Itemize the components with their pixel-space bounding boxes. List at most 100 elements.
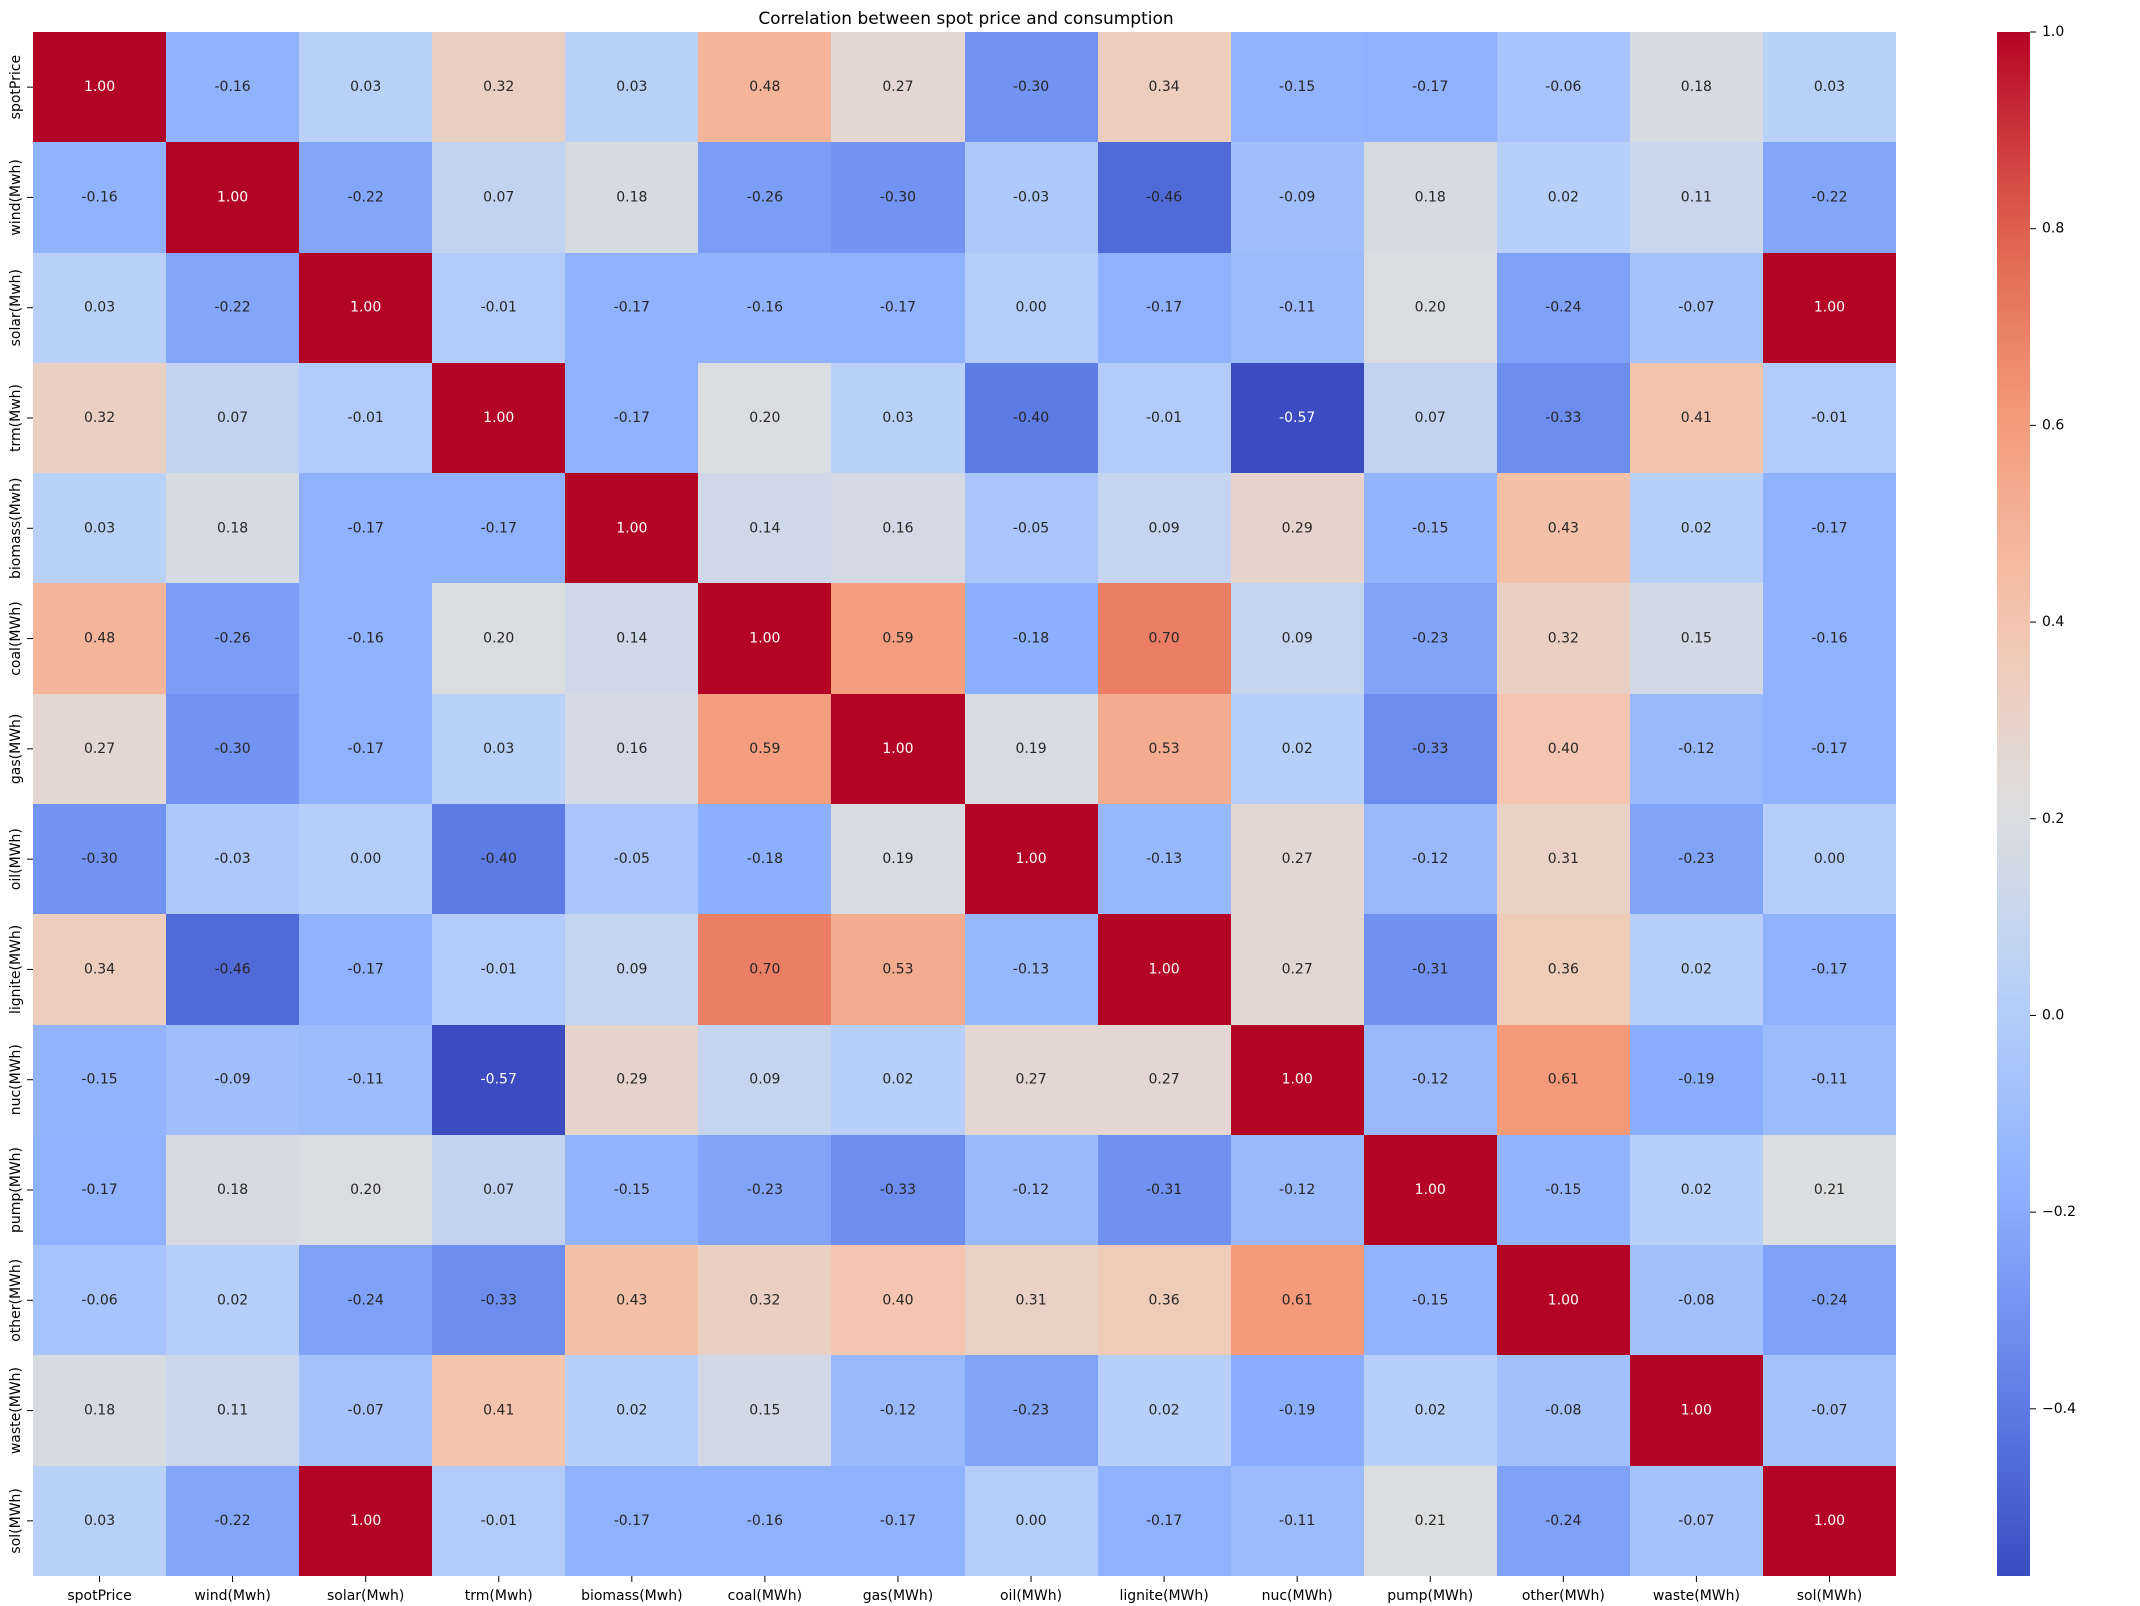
y-tick-label: coal(MWh) [8, 601, 24, 675]
heatmap-cell [565, 1135, 698, 1245]
heatmap-cell [1098, 1355, 1231, 1466]
cell-value-label: 0.19 [882, 851, 913, 867]
cell-value-label: -0.17 [1811, 520, 1847, 536]
heatmap-cell [831, 1135, 965, 1245]
heatmap-cell [965, 914, 1098, 1025]
cell-value-label: 0.03 [84, 1513, 115, 1529]
heatmap-cell [299, 694, 432, 804]
cell-value-label: -0.15 [1412, 520, 1448, 536]
heatmap-cell [432, 253, 565, 363]
cell-value-label: 0.31 [1015, 1292, 1046, 1308]
cell-value-label: 0.14 [749, 520, 780, 536]
y-tick-label: waste(MWh) [8, 1367, 24, 1454]
heatmap-cell [299, 1025, 432, 1135]
heatmap-cell [565, 473, 698, 583]
cell-value-label: 0.02 [1681, 1182, 1712, 1198]
cell-value-label: 0.43 [1548, 520, 1579, 536]
heatmap-cell [1630, 363, 1763, 473]
colorbar: 1.0 0.8 0.6 0.4 0.2 0.0 −0.2 −0.4 [1997, 24, 2076, 1576]
heatmap-cell [831, 1025, 965, 1135]
cell-value-label: -0.31 [1412, 961, 1448, 977]
heatmap-cell [33, 142, 166, 253]
heatmap-cell [299, 804, 432, 914]
heatmap-cell [1098, 142, 1231, 253]
x-tick-label: wind(Mwh) [194, 1588, 270, 1604]
heatmap-cell [1630, 583, 1763, 694]
colorbar-tick-label: 1.0 [2042, 24, 2064, 40]
cell-value-label: 0.70 [1149, 631, 1180, 647]
heatmap-cell [1231, 1135, 1364, 1245]
cell-value-label: 1.00 [350, 300, 381, 316]
cell-value-label: -0.07 [1678, 1513, 1714, 1529]
y-tick-label: solar(Mwh) [8, 269, 24, 346]
cell-value-label: -0.57 [1279, 410, 1315, 426]
cell-value-label: 0.03 [1814, 79, 1845, 95]
heatmap-cell [831, 914, 965, 1025]
cell-value-label: -0.15 [1412, 1292, 1448, 1308]
heatmap-cell [965, 32, 1098, 142]
heatmap-cell [299, 1355, 432, 1466]
heatmap-cell [698, 142, 831, 253]
heatmap-cell [33, 363, 166, 473]
heatmap-cell [432, 1355, 565, 1466]
heatmap-cell [432, 363, 565, 473]
x-axis-tick-labels: spotPrice wind(Mwh) solar(Mwh) trm(Mwh) biom… [67, 1576, 1862, 1604]
cell-value-label: 0.00 [1015, 300, 1046, 316]
heatmap-cell [1497, 804, 1630, 914]
cell-value-label: 0.41 [483, 1403, 514, 1419]
heatmap-cell [1630, 694, 1763, 804]
colorbar-tick-label: −0.2 [2042, 1204, 2076, 1220]
heatmap-cell [1763, 804, 1896, 914]
heatmap-cell [831, 1466, 965, 1576]
cell-value-label: 0.40 [1548, 741, 1579, 757]
cell-value-label: -0.16 [747, 1513, 783, 1529]
heatmap-cell [565, 363, 698, 473]
x-tick-label: waste(MWh) [1653, 1588, 1740, 1604]
heatmap-cell [1763, 32, 1896, 142]
heatmap-cell [33, 914, 166, 1025]
cell-value-label: 0.31 [1548, 851, 1579, 867]
cell-value-label: -0.17 [348, 520, 384, 536]
cell-value-label: 0.27 [882, 79, 913, 95]
heatmap-cell [1497, 1245, 1630, 1355]
cell-value-label: -0.22 [214, 1513, 250, 1529]
heatmap-cell [1497, 142, 1630, 253]
cell-value-label: 0.07 [1415, 410, 1446, 426]
cell-value-label: -0.12 [1678, 741, 1714, 757]
cell-value-label: -0.07 [348, 1403, 384, 1419]
cell-value-label: 0.59 [749, 741, 780, 757]
cell-value-label: 1.00 [749, 631, 780, 647]
cell-value-label: -0.22 [348, 189, 384, 205]
heatmap-cell [1630, 473, 1763, 583]
cell-value-label: -0.24 [1545, 1513, 1581, 1529]
heatmap-cell [1098, 32, 1231, 142]
heatmap-cell [1231, 914, 1364, 1025]
cell-value-label: 0.36 [1149, 1292, 1180, 1308]
heatmap-cell [698, 1245, 831, 1355]
heatmap-cell [1231, 1025, 1364, 1135]
heatmap-cell [1231, 583, 1364, 694]
heatmap-cell [1763, 583, 1896, 694]
cell-value-label: -0.33 [1412, 741, 1448, 757]
heatmap-cell [33, 1466, 166, 1576]
cell-value-label: -0.18 [1013, 631, 1049, 647]
cell-value-label: -0.46 [1146, 189, 1182, 205]
heatmap-cell [1364, 1135, 1497, 1245]
cell-value-label: 1.00 [217, 189, 248, 205]
heatmap-cell [432, 32, 565, 142]
cell-value-label: 0.20 [749, 410, 780, 426]
cell-value-label: -0.22 [1811, 189, 1847, 205]
heatmap-cell [166, 142, 299, 253]
y-tick-label: wind(Mwh) [8, 159, 24, 235]
cell-value-label: 0.09 [749, 1072, 780, 1088]
cell-value-label: -0.15 [1279, 79, 1315, 95]
heatmap-cell [33, 1355, 166, 1466]
heatmap-cell [1763, 1355, 1896, 1466]
heatmap-cell [1098, 1135, 1231, 1245]
cell-value-label: 0.02 [217, 1292, 248, 1308]
cell-value-label: -0.57 [481, 1072, 517, 1088]
heatmap-cell [1497, 1466, 1630, 1576]
cell-value-label: -0.07 [1678, 300, 1714, 316]
colorbar-tick-label: 0.6 [2042, 417, 2064, 433]
heatmap-cell [965, 253, 1098, 363]
